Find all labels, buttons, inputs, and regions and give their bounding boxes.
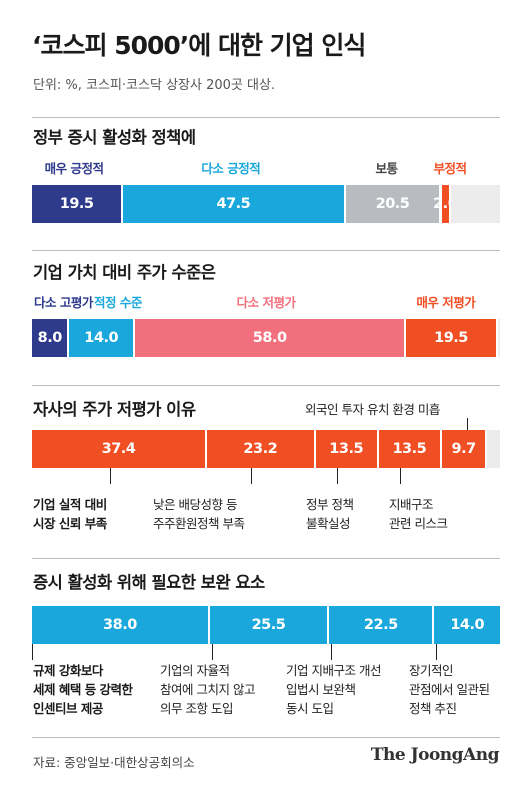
supplements-category-label-1: 규제 강화보다 세제 혜택 등 강력한 인센티브 제공: [33, 663, 133, 716]
reasons-bar-segment-2: 23.2: [207, 430, 316, 468]
valuation-bar-segment-2: 14.0: [69, 319, 135, 357]
reasons-leader-4-line: [400, 460, 401, 484]
supplements-leader-2-line: [212, 640, 213, 660]
supplements-leader-3-line: [331, 640, 332, 660]
policy-bar-segment-3: 20.5: [345, 185, 442, 223]
supplements-bar-segment-3: 22.5: [329, 606, 435, 644]
reasons-category-label-3: 정부 정책 불확실성: [306, 497, 354, 531]
policy-category-label-1: 매우 긍정적: [44, 161, 104, 176]
footer-divider: [32, 737, 500, 738]
supplements-bar-segment-1: 38.0: [32, 606, 210, 644]
policy-bar-segment-4: 2.0: [433, 185, 458, 223]
section-title-supplements: 증시 활성화 위해 필요한 보완 요소: [33, 573, 265, 592]
supplements-bar-segment-2: 25.5: [209, 606, 330, 644]
supplements-bar-segment-4: 14.0: [434, 606, 500, 644]
reasons-bar-segment-4: 13.5: [378, 430, 442, 468]
reasons-bar-segment-1: 37.4: [32, 430, 208, 468]
valuation-category-label-3: 다소 저평가: [236, 295, 296, 310]
section-title-policy: 정부 증시 활성화 정책에: [33, 128, 196, 147]
policy-bar-remainder: [450, 185, 500, 223]
reasons-category-label-5: 외국인 투자 유치 환경 미흡: [305, 402, 440, 417]
stacked-bar-policy: 19.5 47.5 20.5 2.0: [32, 185, 500, 223]
valuation-category-label-1: 다소 고평가: [34, 295, 93, 310]
supplements-leader-4-line: [436, 640, 437, 660]
reasons-category-label-1: 기업 실적 대비 시장 신뢰 부족: [33, 497, 107, 531]
section-divider: [32, 117, 500, 118]
stacked-bar-reasons: 37.4 23.2 13.5 13.5 9.7: [32, 430, 500, 468]
policy-category-label-2: 다소 긍정적: [201, 161, 261, 176]
stacked-bar-valuation: 8.0 14.0 58.0 19.5: [32, 319, 500, 357]
valuation-category-label-2: 적정 수준: [94, 295, 142, 310]
reasons-bar-remainder: [487, 430, 500, 468]
valuation-bar-segment-4: 19.5: [406, 319, 498, 357]
stacked-bar-supplements: 38.0 25.5 22.5 14.0: [32, 606, 500, 644]
valuation-bar-segment-3: 58.0: [134, 319, 407, 357]
chart-title: ‘코스피 5000’에 대한 기업 인식: [32, 31, 366, 60]
supplements-category-label-4: 장기적인 관점에서 일관된 정책 추진: [409, 663, 490, 716]
section-divider: [32, 250, 500, 251]
section-divider: [32, 558, 500, 559]
section-title-valuation: 기업 가치 대비 주가 수준은: [33, 263, 216, 282]
reasons-leader-2-line: [251, 460, 252, 484]
policy-category-label-4: 부정적: [433, 161, 468, 176]
policy-category-label-3: 보통: [375, 161, 399, 176]
unit-note: 단위: %, 코스피·코스닥 상장사 200곳 대상.: [33, 78, 276, 93]
valuation-category-label-4: 매우 저평가: [416, 295, 476, 310]
section-title-undervaluation-reasons: 자사의 주가 저평가 이유: [33, 400, 196, 419]
reasons-bar-segment-3: 13.5: [315, 430, 379, 468]
reasons-bar-segment-5: 9.7: [441, 430, 488, 468]
valuation-bar-remainder: [497, 319, 500, 357]
reasons-leader-5-line: [467, 418, 468, 434]
supplements-category-label-3: 기업 지배구조 개선 입법시 보완책 동시 도입: [286, 663, 381, 716]
publisher-logo: The JoongAng: [370, 745, 500, 765]
reasons-leader-1-line: [110, 460, 111, 484]
reasons-leader-3-line: [337, 460, 338, 484]
valuation-bar-segment-1: 8.0: [32, 319, 70, 357]
supplements-category-label-2: 기업의 자율적 참여에 그치지 않고 의무 조항 도입: [160, 663, 255, 716]
section-divider: [32, 385, 500, 386]
source-note: 자료: 중앙일보·대한상공회의소: [33, 755, 195, 770]
policy-bar-segment-2: 47.5: [123, 185, 346, 223]
reasons-category-label-4: 지배구조 관련 리스크: [389, 497, 448, 531]
reasons-category-label-2: 낮은 배당성향 등 주주환원정책 부족: [153, 497, 245, 531]
policy-bar-segment-1: 19.5: [32, 185, 124, 223]
supplements-leader-1-line: [32, 640, 33, 660]
